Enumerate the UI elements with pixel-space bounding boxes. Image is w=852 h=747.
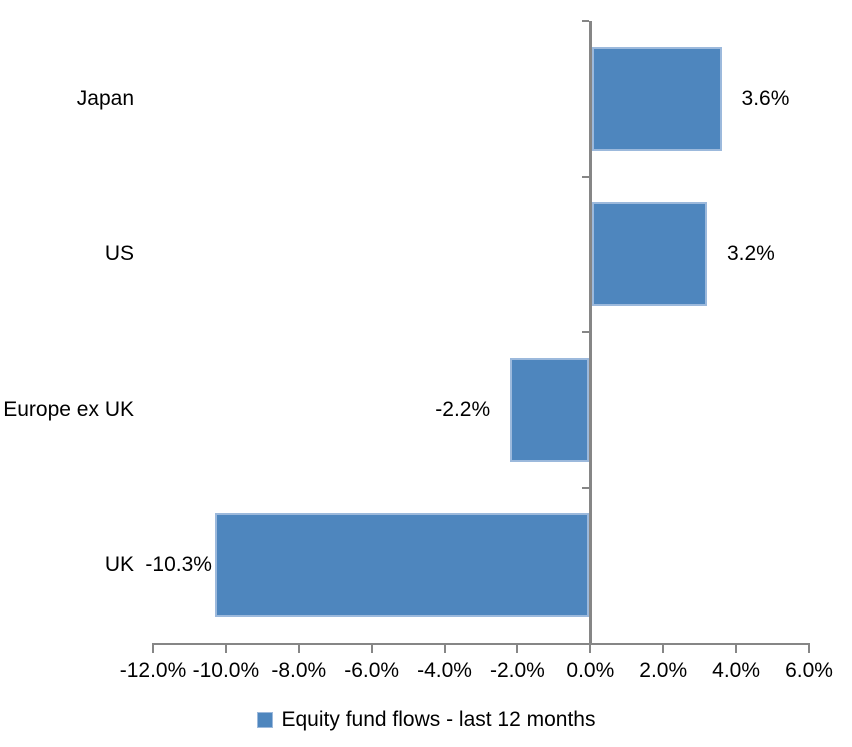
x-axis-tick-label: 6.0% <box>785 659 833 682</box>
bar-europe-ex-uk <box>510 357 589 462</box>
x-axis-tick <box>443 643 446 653</box>
bar-uk <box>214 513 589 618</box>
category-axis-tick <box>581 20 589 22</box>
data-label: 3.2% <box>726 242 775 266</box>
x-axis-tick <box>516 643 519 653</box>
x-axis-tick <box>152 643 154 653</box>
x-axis-tick-label: -10.0% <box>192 659 260 682</box>
x-axis-tick <box>589 643 592 653</box>
x-axis-tick <box>224 643 227 653</box>
bar-us <box>591 202 707 307</box>
x-axis-tick-label: 4.0% <box>712 659 761 682</box>
category-label: Europe ex UK <box>3 397 134 421</box>
x-axis-tick-label: -8.0% <box>271 659 327 682</box>
x-axis-tick-label: -6.0% <box>344 659 400 682</box>
chart-legend: Equity fund flows - last 12 months <box>0 708 852 732</box>
x-axis-tick-label: 0.0% <box>566 659 615 682</box>
x-axis-tick-label: -12.0% <box>119 659 187 682</box>
category-axis-tick <box>581 175 589 178</box>
category-axis-tick <box>581 486 589 489</box>
x-axis-tick-label: 2.0% <box>639 659 688 682</box>
x-axis-tick <box>297 643 300 653</box>
x-axis-tick <box>808 643 810 653</box>
x-axis-tick <box>370 643 373 653</box>
data-label: 3.6% <box>741 86 790 110</box>
x-axis-tick <box>735 643 738 653</box>
category-label: US <box>104 242 134 266</box>
data-label: -10.3% <box>145 553 212 577</box>
data-label: -2.2% <box>435 397 491 421</box>
x-axis-tick-label: -2.0% <box>490 659 545 682</box>
category-label: UK <box>104 553 134 577</box>
x-axis-tick <box>662 643 665 653</box>
category-label: Japan <box>76 86 134 110</box>
value-axis-zero-line <box>588 21 592 643</box>
category-axis-tick <box>581 331 589 333</box>
bar-japan <box>591 46 722 151</box>
legend-label: Equity fund flows - last 12 months <box>281 708 596 731</box>
x-axis-tick-label: -4.0% <box>417 659 472 682</box>
x-axis-line <box>153 643 810 645</box>
legend-swatch-icon <box>256 712 273 728</box>
